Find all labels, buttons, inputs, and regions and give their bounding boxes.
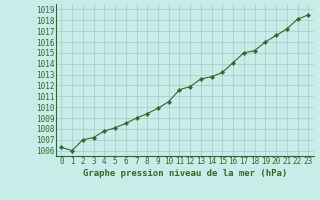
X-axis label: Graphe pression niveau de la mer (hPa): Graphe pression niveau de la mer (hPa) [83,169,287,178]
